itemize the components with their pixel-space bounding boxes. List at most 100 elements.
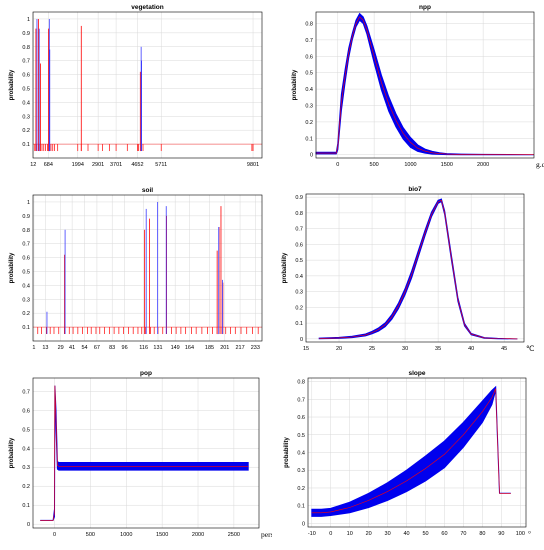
bio7-ytick-label: 0.3 xyxy=(295,290,303,296)
npp-xtick-label: 1500 xyxy=(441,162,453,168)
pop-ytick-label: 0.3 xyxy=(22,465,30,471)
bio7-ytick-label: 0.1 xyxy=(295,321,303,327)
pop-xlabel: person/km² xyxy=(261,530,272,539)
pop-xtick-label: 2000 xyxy=(192,532,204,538)
slope-ytick-label: 0.5 xyxy=(297,433,305,439)
vegetation-axes-frame xyxy=(32,11,263,159)
npp-title: npp xyxy=(419,4,431,11)
vegetation-xtick-label: 2901 xyxy=(92,162,104,168)
bio7-ytick-label: 0.8 xyxy=(295,211,303,217)
pop-ytick-label: 0 xyxy=(27,522,30,528)
soil-xtick-label: 96 xyxy=(122,345,128,351)
soil-ytick-label: 0.7 xyxy=(22,242,30,248)
soil-axes-frame xyxy=(32,194,263,342)
soil-xtick-label: 83 xyxy=(109,345,115,351)
slope-mean-line xyxy=(311,388,511,514)
npp-ylabel: probability xyxy=(292,69,298,100)
pop-ytick-label: 0.1 xyxy=(22,503,30,509)
soil-xtick-label: 13 xyxy=(42,345,48,351)
pop-xtick-label: 500 xyxy=(86,532,95,538)
bio7-title: bio7 xyxy=(408,186,422,193)
soil-xtick-label: 1 xyxy=(32,345,35,351)
npp-xtick-label: 500 xyxy=(370,162,379,168)
soil-ytick-label: 0.1 xyxy=(22,325,30,331)
vegetation-ytick-label: 0.1 xyxy=(22,142,30,148)
pop-xtick-label: 0 xyxy=(53,532,56,538)
npp-xlabel: g.carbon/m² xyxy=(536,160,544,169)
soil-xtick-label: 201 xyxy=(220,345,229,351)
vegetation-ytick-label: 0.2 xyxy=(22,128,30,134)
vegetation-ytick-label: 0.4 xyxy=(22,100,30,106)
pop-ytick-label: 0.6 xyxy=(22,408,30,414)
npp-ytick-label: 0.5 xyxy=(305,71,313,77)
slope-ytick-label: 0.7 xyxy=(297,397,305,403)
pop-chart: pop 0 0.1 0.2 0.3 0.4 0.5 0.6 0.7 0 500 1000 1500 200… xyxy=(9,370,272,539)
npp-chart: npp 0 0.1 0.2 0.3 0.4 0.5 0.6 0.7 0.8 0 500 1000 1500… xyxy=(292,4,544,169)
slope-ytick-label: 0.6 xyxy=(297,415,305,421)
vegetation-title: vegetation xyxy=(131,4,164,11)
soil-ylabel: probability xyxy=(9,252,15,283)
soil-xtick-label: 185 xyxy=(205,345,214,351)
soil-ytick-label: 0.4 xyxy=(22,283,30,289)
vegetation-chart: vegetation 0.1 0.2 0.3 0.4 0.5 0.6 0.7 0.8 0.9 1 12… xyxy=(9,4,263,168)
npp-ytick-label: 0.8 xyxy=(305,21,313,27)
soil-xtick-label: 67 xyxy=(94,345,100,351)
bio7-chart: bio7 0 0.1 0.2 0.3 0.4 0.5 0.6 0.7 0.8 0.9 15 20 25 30… xyxy=(282,186,535,353)
slope-xtick-label: 70 xyxy=(460,531,466,537)
vegetation-ytick-label: 0.5 xyxy=(22,86,30,92)
slope-ytick-label: 0.4 xyxy=(297,451,305,457)
slope-xtick-label: 40 xyxy=(404,531,410,537)
npp-mean-line xyxy=(316,16,535,155)
slope-xtick-label: 30 xyxy=(385,531,391,537)
bio7-ytick-label: 0.9 xyxy=(295,195,303,201)
bio7-ylabel: probability xyxy=(282,252,288,283)
bio7-ytick-label: 0.4 xyxy=(295,274,303,280)
vegetation-ytick-label: 0.3 xyxy=(22,114,30,120)
npp-xtick-label: 1000 xyxy=(404,162,416,168)
bio7-xlabel: ℃ xyxy=(526,344,535,353)
bio7-ytick-label: 0.7 xyxy=(295,227,303,233)
vegetation-xtick-label: 1994 xyxy=(72,162,84,168)
slope-ytick-label: 0 xyxy=(302,521,305,527)
soil-xtick-label: 54 xyxy=(81,345,87,351)
pop-xtick-label: 1000 xyxy=(120,532,132,538)
vegetation-ytick-label: 0.7 xyxy=(22,59,30,65)
slope-xtick-label: 10 xyxy=(347,531,353,537)
slope-xtick-label: 20 xyxy=(366,531,372,537)
slope-ytick-label: 0.2 xyxy=(297,486,305,492)
slope-xlabel: ° xyxy=(528,529,531,538)
pop-title: pop xyxy=(140,370,152,377)
npp-ytick-label: 0.4 xyxy=(305,87,313,93)
slope-axes-frame xyxy=(307,377,527,528)
bio7-ytick-label: 0.2 xyxy=(295,305,303,311)
slope-xtick-label: 90 xyxy=(498,531,504,537)
vegetation-xtick-label: 5711 xyxy=(155,162,167,168)
pop-ytick-label: 0.4 xyxy=(22,446,30,452)
soil-chart: soil 0.1 0.2 0.3 0.4 0.5 0.6 0.7 0.8 0.9 1 1 13 29 41 5… xyxy=(9,187,263,351)
pop-plot-area xyxy=(33,378,259,528)
vegetation-ytick-label: 0.8 xyxy=(22,45,30,51)
slope-xtick-label: 80 xyxy=(479,531,485,537)
npp-ytick-label: 0.6 xyxy=(305,54,313,60)
vegetation-xtick-label: 9801 xyxy=(247,162,259,168)
pop-xtick-label: 2500 xyxy=(228,532,240,538)
bio7-xtick-label: 40 xyxy=(468,346,474,352)
bio7-ytick-label: 0.5 xyxy=(295,258,303,264)
pop-mean-line xyxy=(40,385,249,521)
slope-ytick-label: 0.3 xyxy=(297,468,305,474)
soil-ytick-label: 0.8 xyxy=(22,228,30,234)
npp-axes-frame xyxy=(315,11,535,159)
bio7-xtick-label: 20 xyxy=(336,346,342,352)
npp-ytick-label: 0.1 xyxy=(305,136,313,142)
vegetation-ytick-label: 1 xyxy=(27,17,30,23)
soil-title: soil xyxy=(142,187,153,194)
soil-ytick-label: 0.6 xyxy=(22,256,30,262)
pop-xtick-label: 1500 xyxy=(156,532,168,538)
bio7-xtick-label: 15 xyxy=(303,346,309,352)
bio7-xtick-label: 35 xyxy=(435,346,441,352)
soil-ytick-label: 0.9 xyxy=(22,214,30,220)
slope-xtick-label: -10 xyxy=(308,531,316,537)
pop-axes-frame xyxy=(32,377,260,529)
soil-xtick-label: 116 xyxy=(139,345,148,351)
